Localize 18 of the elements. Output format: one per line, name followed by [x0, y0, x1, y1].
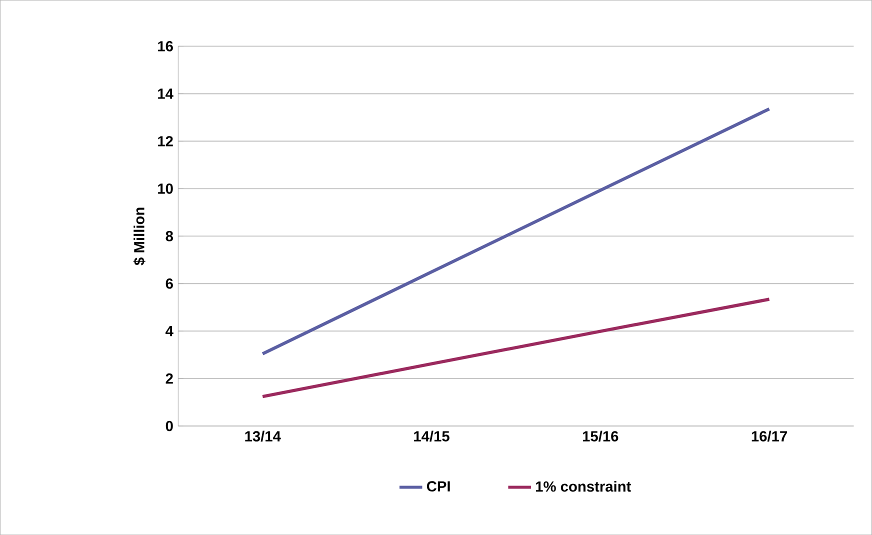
y-tick-label: 4	[166, 326, 174, 336]
legend-label: CPI	[426, 481, 450, 492]
y-tick-label: 8	[166, 230, 173, 242]
x-tick-label: 14/15	[414, 430, 450, 442]
y-tick-label: 2	[166, 373, 173, 384]
y-tick-label: 0	[166, 420, 173, 432]
y-tick-label: 12	[158, 136, 173, 146]
line-series	[261, 298, 771, 398]
y-tick-label: 16	[158, 40, 173, 52]
x-tick-label: 13/14	[245, 430, 281, 442]
y-tick-label: 10	[158, 183, 173, 194]
y-tick-label: 6	[166, 278, 173, 289]
y-axis-title: $ Million	[133, 208, 146, 266]
x-tick-label: 15/16	[582, 430, 618, 442]
line-series	[261, 107, 771, 356]
legend-label: 1% constraint	[536, 480, 632, 492]
y-tick-label: 14	[158, 88, 174, 99]
x-tick-label: 16/17	[752, 430, 787, 442]
